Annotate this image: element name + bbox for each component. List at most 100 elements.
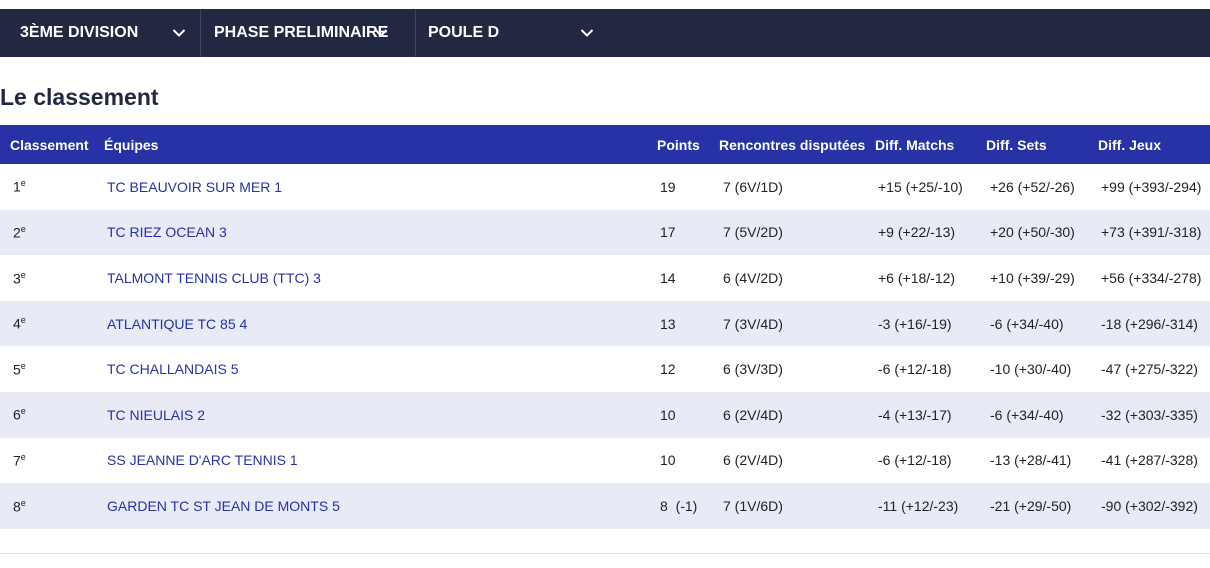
diff-matchs-cell: +9 (+22/-13) xyxy=(878,224,956,241)
diff-sets-cell: -10 (+30/-40) xyxy=(990,361,1072,378)
col-header-diff-sets: Diff. Sets xyxy=(986,136,1047,153)
played-cell: 7 (3V/4D) xyxy=(723,315,783,332)
rank-suffix: e xyxy=(20,406,26,417)
rank-value: 7 xyxy=(13,452,21,469)
col-header-points: Points xyxy=(657,136,700,153)
diff-sets-cell: +26 (+52/-26) xyxy=(990,178,1075,195)
rank-value: 1 xyxy=(13,179,21,196)
rank-cell: 8e xyxy=(0,483,94,529)
chevron-down-icon xyxy=(374,29,388,37)
team-link[interactable]: TC RIEZ OCEAN 3 xyxy=(107,224,227,241)
points-cell: 10 xyxy=(660,452,676,469)
team-cell: TC RIEZ OCEAN 3 xyxy=(94,210,648,256)
rank-suffix: e xyxy=(20,452,26,463)
rank-cell: 3e xyxy=(0,255,94,301)
points-cell: 19 xyxy=(660,178,676,195)
poule-select[interactable]: POULE D xyxy=(415,9,607,57)
rank-value: 6 xyxy=(13,407,21,424)
team-cell: TALMONT TENNIS CLUB (TTC) 3 xyxy=(94,255,648,301)
points-cell: 14 xyxy=(660,269,676,286)
team-cell: TC NIEULAIS 2 xyxy=(94,392,648,438)
points-cell: 8 (-1) xyxy=(660,497,698,514)
played-cell: 7 (1V/6D) xyxy=(723,497,783,514)
diff-matchs-cell: -11 (+12/-23) xyxy=(878,497,959,514)
diff-sets-cell: +20 (+50/-30) xyxy=(990,224,1075,241)
played-cell: 7 (5V/2D) xyxy=(723,224,783,241)
rank-value: 5 xyxy=(13,361,21,378)
phase-select-label: PHASE PRELIMINAIRE xyxy=(214,24,389,41)
team-link[interactable]: TC NIEULAIS 2 xyxy=(107,406,206,423)
team-cell: TC CHALLANDAIS 5 xyxy=(94,346,648,392)
points-cell: 17 xyxy=(660,224,676,241)
diff-matchs-cell: +15 (+25/-10) xyxy=(878,178,963,195)
diff-sets-cell: +10 (+39/-29) xyxy=(990,269,1075,286)
phase-select[interactable]: PHASE PRELIMINAIRE xyxy=(200,9,415,57)
team-link[interactable]: SS JEANNE D'ARC TENNIS 1 xyxy=(107,452,298,469)
diff-jeux-cell: +73 (+391/-318) xyxy=(1101,224,1202,241)
table-row: 2e TC RIEZ OCEAN 3 17 7 (5V/2D) +9 (+22/-13)… xyxy=(0,209,1210,256)
team-cell: TC BEAUVOIR SUR MER 1 xyxy=(94,164,648,210)
rank-value: 2 xyxy=(13,224,21,241)
diff-matchs-cell: -3 (+16/-19) xyxy=(878,315,952,332)
division-select-label: 3ÈME DIVISION xyxy=(20,24,139,41)
played-cell: 6 (2V/4D) xyxy=(723,406,783,423)
diff-jeux-cell: +99 (+393/-294) xyxy=(1101,178,1202,195)
rank-suffix: e xyxy=(20,269,26,280)
diff-sets-cell: -6 (+34/-40) xyxy=(990,406,1064,423)
rank-suffix: e xyxy=(20,224,26,235)
diff-jeux-cell: -41 (+287/-328) xyxy=(1101,452,1198,469)
rank-cell: 7e xyxy=(0,438,94,484)
rank-value: 8 xyxy=(13,498,21,515)
diff-jeux-cell: -90 (+302/-392) xyxy=(1101,497,1198,514)
filter-bar: 3ÈME DIVISION PHASE PRELIMINAIRE POULE D xyxy=(0,9,1210,57)
rank-suffix: e xyxy=(20,178,26,189)
divider xyxy=(0,553,1210,554)
team-link[interactable]: TC CHALLANDAIS 5 xyxy=(107,361,239,378)
page-title: Le classement xyxy=(0,84,159,110)
points-cell: 13 xyxy=(660,315,676,332)
rank-suffix: e xyxy=(20,360,26,371)
rank-cell: 4e xyxy=(0,301,94,347)
points-cell: 10 xyxy=(660,406,676,423)
table-row: 8e GARDEN TC ST JEAN DE MONTS 5 8 (-1) 7 (1… xyxy=(0,483,1210,529)
col-header-diff-jeux: Diff. Jeux xyxy=(1098,136,1162,153)
rank-suffix: e xyxy=(20,497,26,508)
diff-sets-cell: -6 (+34/-40) xyxy=(990,315,1064,332)
team-cell: SS JEANNE D'ARC TENNIS 1 xyxy=(94,438,648,484)
team-cell: GARDEN TC ST JEAN DE MONTS 5 xyxy=(94,483,648,529)
table-row: 5e TC CHALLANDAIS 5 12 6 (3V/3D) -6 (+12/-18… xyxy=(0,346,1210,392)
diff-jeux-cell: -32 (+303/-335) xyxy=(1101,406,1198,423)
table-row: 1e TC BEAUVOIR SUR MER 1 19 7 (6V/1D) +15 (+… xyxy=(0,164,1210,210)
poule-select-label: POULE D xyxy=(428,24,500,41)
diff-matchs-cell: -6 (+12/-18) xyxy=(878,361,952,378)
diff-jeux-cell: +56 (+334/-278) xyxy=(1101,269,1202,286)
team-cell: ATLANTIQUE TC 85 4 xyxy=(94,301,648,347)
rank-cell: 5e xyxy=(0,346,94,392)
table-row: 3e TALMONT TENNIS CLUB (TTC) 3 14 6 (4V/2D)… xyxy=(0,255,1210,301)
team-link[interactable]: TC BEAUVOIR SUR MER 1 xyxy=(107,178,283,195)
chevron-down-icon xyxy=(580,29,594,37)
col-header-equipes: Équipes xyxy=(104,136,159,153)
diff-jeux-cell: -47 (+275/-322) xyxy=(1101,361,1198,378)
team-link[interactable]: GARDEN TC ST JEAN DE MONTS 5 xyxy=(107,497,340,514)
table-row: 7e SS JEANNE D'ARC TENNIS 1 10 6 (2V/4D) -6 … xyxy=(0,438,1210,484)
played-cell: 7 (6V/1D) xyxy=(723,178,783,195)
points-cell: 12 xyxy=(660,361,676,378)
rank-cell: 1e xyxy=(0,164,94,210)
diff-sets-cell: -21 (+29/-50) xyxy=(990,497,1072,514)
rank-value: 3 xyxy=(13,270,21,287)
rank-suffix: e xyxy=(20,315,26,326)
col-header-classement: Classement xyxy=(10,136,89,153)
table-header-row: Classement Équipes Points Rencontres dis… xyxy=(0,125,1210,164)
rank-cell: 6e xyxy=(0,392,94,438)
division-select[interactable]: 3ÈME DIVISION xyxy=(0,9,200,57)
team-link[interactable]: ATLANTIQUE TC 85 4 xyxy=(107,315,248,332)
standings-table: Classement Équipes Points Rencontres dis… xyxy=(0,125,1210,529)
table-row: 4e ATLANTIQUE TC 85 4 13 7 (3V/4D) -3 (+16/-… xyxy=(0,300,1210,347)
rank-value: 4 xyxy=(13,315,21,332)
played-cell: 6 (2V/4D) xyxy=(723,452,783,469)
team-link[interactable]: TALMONT TENNIS CLUB (TTC) 3 xyxy=(107,269,321,286)
played-cell: 6 (3V/3D) xyxy=(723,361,783,378)
played-cell: 6 (4V/2D) xyxy=(723,269,783,286)
diff-sets-cell: -13 (+28/-41) xyxy=(990,452,1072,469)
